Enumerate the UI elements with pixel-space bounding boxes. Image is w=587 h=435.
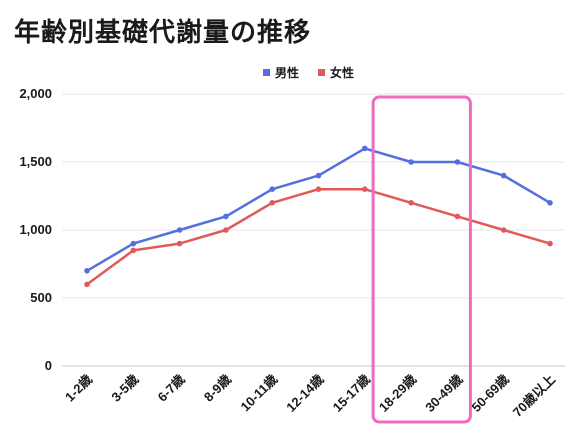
data-point — [408, 200, 414, 206]
data-point — [315, 172, 322, 179]
highlight-box — [371, 95, 472, 424]
data-point — [547, 240, 553, 247]
legend-label: 女性 — [330, 65, 354, 80]
x-tick-label: 10-11歳 — [238, 372, 281, 415]
data-point — [269, 186, 276, 192]
data-point — [84, 268, 90, 274]
data-point — [362, 145, 368, 152]
data-point — [315, 186, 322, 192]
legend-label: 男性 — [275, 65, 299, 80]
data-point — [84, 281, 90, 288]
data-point — [269, 200, 276, 206]
data-point — [176, 240, 183, 247]
x-tick-label: 18-29歳 — [376, 372, 419, 415]
x-tick-label: 12-14歳 — [283, 372, 326, 415]
data-point — [500, 227, 507, 233]
data-point — [408, 159, 414, 165]
y-tick-label: 500 — [30, 290, 52, 305]
x-tick-label: 50-69歳 — [469, 372, 512, 415]
legend-swatch — [263, 69, 270, 76]
data-point — [454, 213, 461, 220]
y-tick-label: 2,000 — [19, 86, 52, 101]
x-tick-label: 3-5歳 — [108, 372, 141, 405]
data-point — [500, 172, 507, 179]
legend-swatch — [318, 69, 325, 76]
y-tick-label: 1,000 — [19, 222, 52, 237]
data-point — [454, 159, 461, 165]
data-point — [223, 213, 229, 220]
data-point — [176, 227, 183, 233]
y-tick-label: 0 — [45, 358, 52, 373]
data-point — [130, 247, 137, 254]
series-line — [86, 147, 551, 272]
x-tick-label: 15-17歳 — [330, 372, 373, 415]
y-tick-label: 1,500 — [19, 154, 52, 169]
x-tick-label: 30-49歳 — [422, 372, 465, 415]
x-tick-label: 70歳以上 — [510, 372, 558, 420]
chart-title: 年齢別基礎代謝量の推移 — [14, 18, 312, 48]
data-point — [223, 227, 229, 233]
data-point — [130, 240, 137, 247]
x-tick-label: 6-7歳 — [155, 372, 188, 405]
x-tick-label: 8-9歳 — [201, 372, 234, 405]
data-point — [362, 186, 368, 192]
x-tick-label: 1-2歳 — [62, 372, 95, 405]
data-point — [547, 200, 553, 206]
